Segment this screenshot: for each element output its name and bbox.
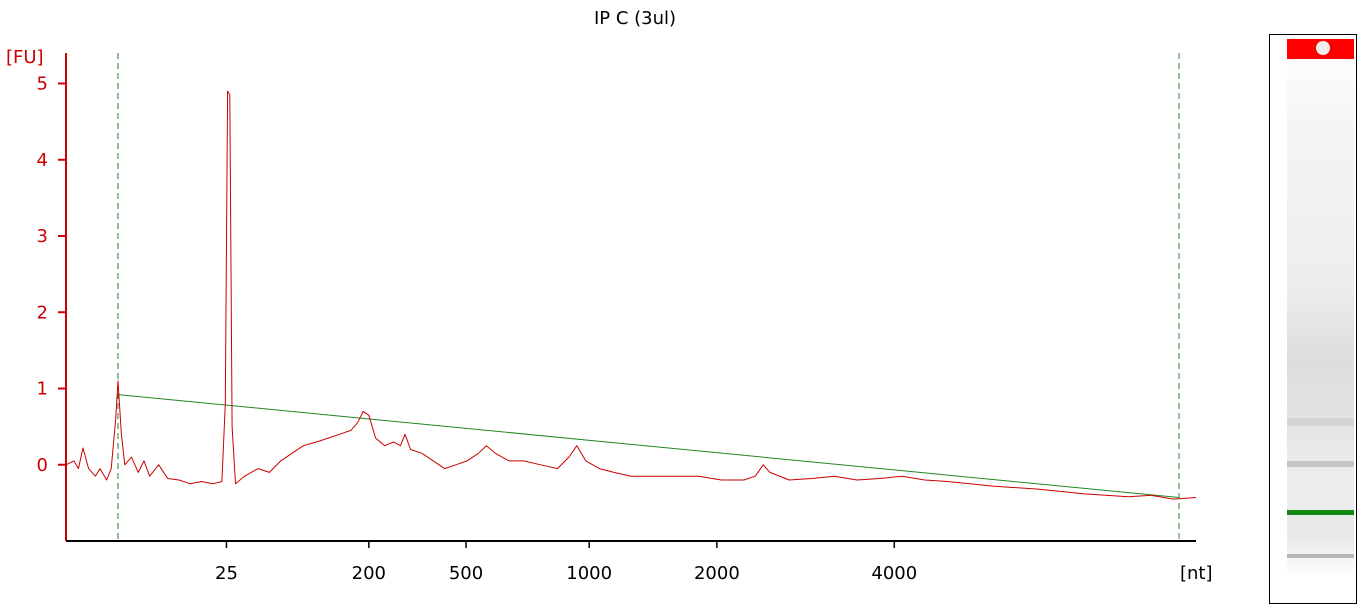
y-tick-label: 4 [37, 150, 48, 171]
x-tick-label: 25 [215, 563, 238, 584]
y-axis: 0 1 2 3 4 5 [37, 53, 67, 541]
baseline-line [117, 394, 1180, 499]
marker-lines [117, 53, 1180, 541]
x-tick-label: 200 [352, 563, 386, 584]
trace-group [65, 90, 1197, 500]
y-tick-label: 1 [37, 379, 48, 400]
baseline-group [117, 394, 1180, 499]
x-tick-label: 500 [449, 563, 483, 584]
x-tick-label: 2000 [694, 563, 740, 584]
band-spot [1316, 41, 1330, 55]
chart-title: IP C (3ul) [594, 8, 676, 29]
gel-lane-image [1269, 34, 1357, 604]
upper-marker-band [1287, 39, 1354, 59]
y-tick-label: 2 [37, 302, 48, 323]
y-tick-label: 0 [37, 455, 48, 476]
y-tick-label: 3 [37, 226, 48, 247]
x-axis: 25 200 500 1000 2000 4000 [66, 540, 1196, 584]
trace-line [65, 90, 1197, 500]
x-tick-label: 1000 [566, 563, 612, 584]
y-tick-label: 5 [37, 74, 48, 95]
lower-marker-band [1287, 510, 1354, 515]
gel-lane-gradient [1287, 38, 1354, 578]
y-axis-unit-label: [FU] [6, 47, 44, 68]
x-tick-label: 4000 [871, 563, 917, 584]
x-axis-unit-label: [nt] [1180, 563, 1213, 584]
